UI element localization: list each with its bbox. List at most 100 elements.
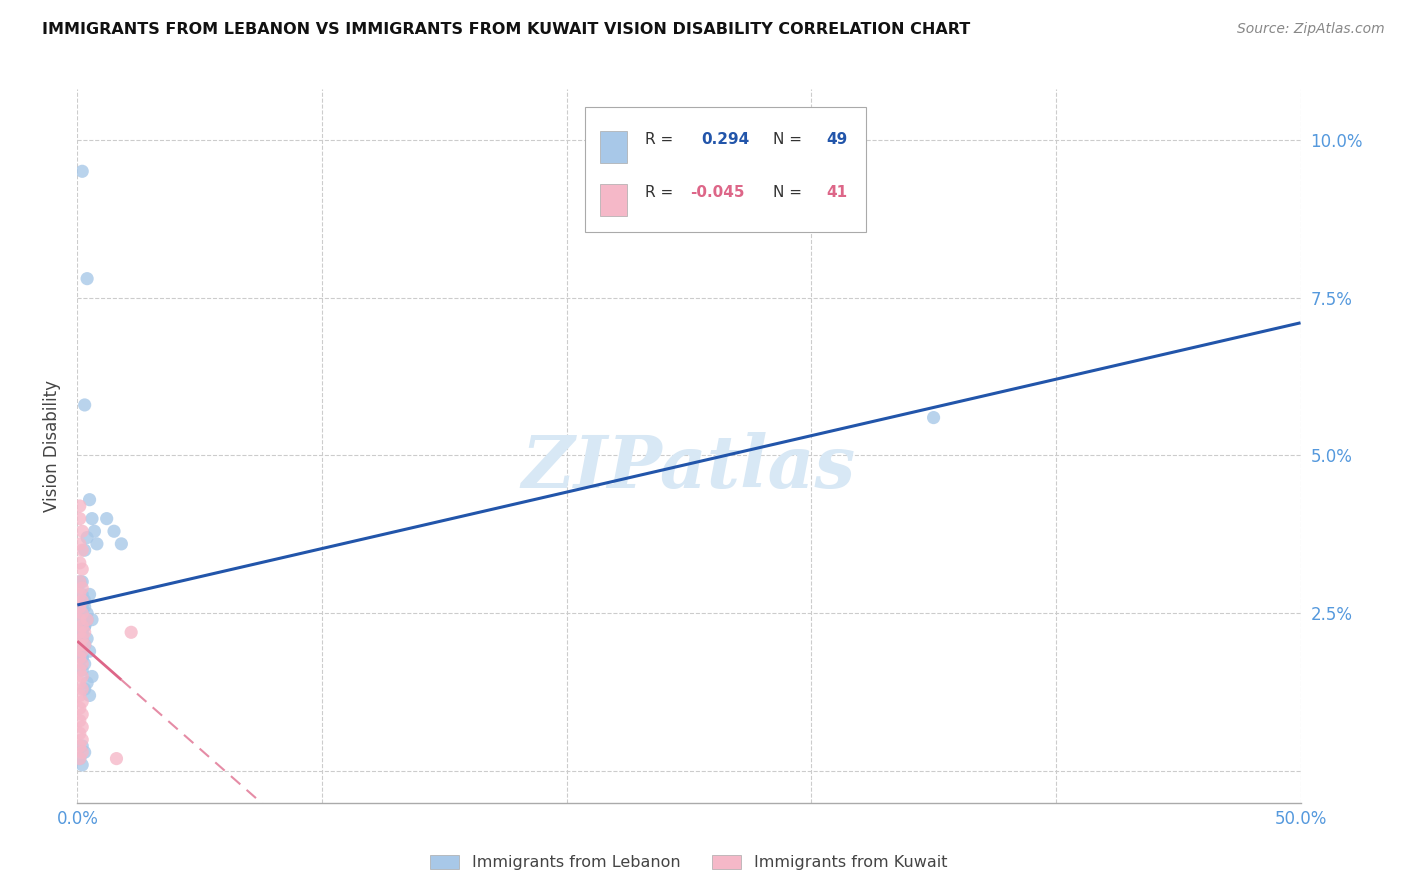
Point (73, 543, 96, 558)
Point (73, 625, 96, 640)
Point (70, 758, 93, 772)
Point (70, 574, 93, 589)
Point (69, 714, 91, 728)
Point (922, 410, 945, 425)
Point (70, 669, 93, 683)
Text: ZIPatlas: ZIPatlas (522, 432, 856, 503)
Point (70, 650, 93, 665)
Point (70, 524, 93, 539)
Point (70, 644, 93, 658)
Point (70, 682, 93, 697)
Point (70, 695, 93, 709)
Point (69, 625, 91, 640)
Text: IMMIGRANTS FROM LEBANON VS IMMIGRANTS FROM KUWAIT VISION DISABILITY CORRELATION : IMMIGRANTS FROM LEBANON VS IMMIGRANTS FR… (42, 22, 970, 37)
Point (80, 669, 103, 683)
Point (70, 739, 93, 753)
Text: R =: R = (645, 132, 673, 146)
Point (73, 593, 96, 607)
Point (110, 537, 132, 551)
Point (70, 593, 93, 607)
FancyBboxPatch shape (599, 130, 627, 162)
Point (79, 587, 101, 601)
Point (70, 732, 93, 747)
Point (69, 726, 91, 740)
Point (70, 720, 93, 734)
Point (79, 492, 101, 507)
Point (70, 581, 93, 595)
Point (79, 644, 101, 658)
Point (69, 607, 91, 621)
Point (103, 524, 125, 539)
Point (73, 657, 96, 671)
Point (69, 701, 91, 715)
Point (70, 625, 93, 640)
Legend: Immigrants from Lebanon, Immigrants from Kuwait: Immigrants from Lebanon, Immigrants from… (425, 848, 953, 877)
Point (69, 638, 91, 652)
Point (69, 574, 91, 589)
Text: R =: R = (645, 186, 673, 200)
FancyBboxPatch shape (599, 184, 627, 216)
Y-axis label: Vision Disability: Vision Disability (44, 380, 62, 512)
Point (76, 675, 98, 690)
Point (70, 543, 93, 558)
Text: N =: N = (773, 132, 803, 146)
Point (69, 499, 91, 513)
Point (73, 638, 96, 652)
Point (70, 607, 93, 621)
Point (69, 675, 91, 690)
Point (69, 511, 91, 525)
Point (69, 556, 91, 570)
Point (105, 751, 128, 765)
Point (76, 613, 98, 627)
Point (69, 650, 91, 665)
Point (73, 638, 96, 652)
Point (120, 625, 142, 640)
Point (83, 524, 105, 539)
Point (79, 689, 101, 703)
Point (69, 600, 91, 615)
Point (73, 398, 96, 412)
Point (70, 663, 93, 677)
Point (70, 745, 93, 759)
Point (73, 682, 96, 697)
Point (70, 613, 93, 627)
Point (80, 613, 103, 627)
Point (96, 511, 118, 525)
Point (70, 600, 93, 615)
Point (76, 607, 98, 621)
Point (73, 600, 96, 615)
Point (73, 745, 96, 759)
Point (69, 537, 91, 551)
Point (73, 619, 96, 633)
Point (70, 632, 93, 646)
Point (76, 632, 98, 646)
Text: 49: 49 (825, 132, 848, 146)
Point (69, 574, 91, 589)
Point (69, 625, 91, 640)
Point (69, 739, 91, 753)
Point (70, 562, 93, 576)
Point (76, 271, 98, 285)
FancyBboxPatch shape (585, 107, 866, 232)
Point (73, 638, 96, 652)
Point (69, 613, 91, 627)
Point (86, 537, 108, 551)
Point (70, 619, 93, 633)
Point (76, 531, 98, 545)
Point (69, 644, 91, 658)
Point (69, 751, 91, 765)
Text: 0.294: 0.294 (702, 132, 749, 146)
Point (76, 613, 98, 627)
Point (70, 632, 93, 646)
Point (70, 707, 93, 722)
Point (70, 650, 93, 665)
Point (73, 619, 96, 633)
Text: 41: 41 (825, 186, 846, 200)
Point (69, 663, 91, 677)
Point (70, 657, 93, 671)
Text: N =: N = (773, 186, 803, 200)
Point (80, 511, 103, 525)
Point (69, 751, 91, 765)
Point (69, 689, 91, 703)
Point (70, 164, 93, 178)
